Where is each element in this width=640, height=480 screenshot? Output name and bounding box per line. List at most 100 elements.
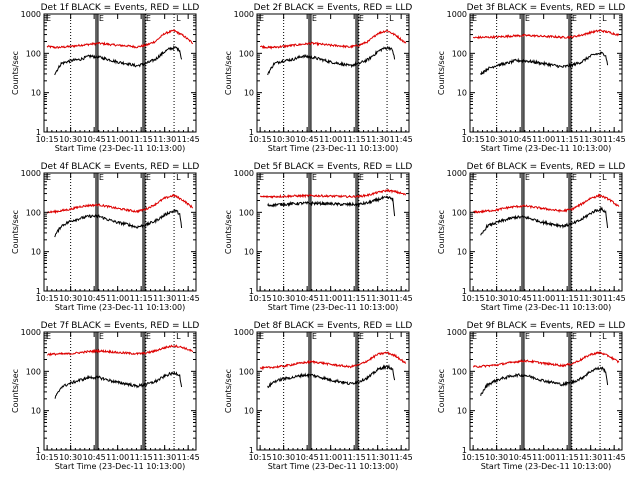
- x-tick-label: 10:30: [485, 453, 508, 462]
- marker-e: E: [359, 14, 364, 23]
- y-axis-label: Counts/sec: [224, 210, 233, 254]
- x-tick-label: 11:45: [603, 453, 626, 462]
- x-tick-label: 11:00: [106, 294, 129, 303]
- plot-frame: [43, 13, 197, 133]
- y-tick-label: 100: [239, 49, 254, 58]
- x-tick-label: 10:30: [59, 135, 82, 144]
- series-lld-line: [259, 188, 406, 199]
- x-tick-label: 10:15: [249, 453, 272, 462]
- x-tick-label: 10:45: [83, 453, 106, 462]
- x-tick-label: 10:45: [509, 135, 532, 144]
- marker-e: E: [146, 332, 151, 341]
- y-tick-label: 100: [26, 367, 41, 376]
- panel-title: Det 9f BLACK = Events, RED = LLD: [467, 321, 626, 331]
- panel-title: Det 2f BLACK = Events, RED = LLD: [254, 3, 413, 13]
- y-tick-label: 1: [462, 128, 467, 137]
- x-tick-label: 11:45: [603, 135, 626, 144]
- x-tick-label: 11:15: [343, 294, 366, 303]
- marker-l: L: [176, 173, 181, 182]
- series-events-line: [54, 45, 183, 76]
- x-tick-label: 11:45: [177, 294, 200, 303]
- x-tick-label: 10:30: [272, 135, 295, 144]
- x-tick-label: 11:00: [319, 294, 342, 303]
- panel-title: Det 8f BLACK = Events, RED = LLD: [254, 321, 413, 331]
- marker-e: E: [572, 173, 577, 182]
- y-tick-label: 1000: [21, 328, 41, 337]
- x-tick-label: 10:15: [249, 135, 272, 144]
- y-tick-label: 100: [239, 208, 254, 217]
- y-tick-label: 10: [244, 248, 254, 257]
- x-tick-label: 10:45: [296, 294, 319, 303]
- marker-l: L: [389, 332, 394, 341]
- y-tick-label: 10: [457, 89, 467, 98]
- y-axis-label: Counts/sec: [224, 51, 233, 95]
- y-tick-label: 100: [26, 208, 41, 217]
- x-tick-label: 11:30: [579, 135, 602, 144]
- panel-title: Det 5f BLACK = Events, RED = LLD: [254, 162, 413, 172]
- y-tick-label: 1000: [21, 169, 41, 178]
- y-axis-label: Counts/sec: [224, 369, 233, 413]
- x-tick-label: 11:30: [153, 453, 176, 462]
- marker-e: E: [359, 332, 364, 341]
- x-tick-label: 11:15: [343, 135, 366, 144]
- marker-e: E: [572, 332, 577, 341]
- x-tick-label: 10:30: [59, 453, 82, 462]
- x-tick-label: 10:15: [249, 294, 272, 303]
- y-tick-label: 100: [26, 49, 41, 58]
- y-tick-label: 100: [239, 367, 254, 376]
- x-tick-label: 11:00: [532, 453, 555, 462]
- x-tick-label: 10:15: [36, 294, 59, 303]
- y-tick-label: 10: [244, 407, 254, 416]
- x-tick-label: 11:30: [153, 135, 176, 144]
- y-tick-label: 1: [36, 128, 41, 137]
- x-tick-label: 11:45: [390, 453, 413, 462]
- plot-frame: [256, 172, 410, 292]
- x-tick-label: 11:30: [579, 453, 602, 462]
- series-lld-line: [472, 351, 620, 368]
- x-tick-label: 11:45: [390, 294, 413, 303]
- marker-e: E: [472, 14, 477, 23]
- series-events-line: [480, 51, 609, 75]
- marker-e: E: [146, 14, 151, 23]
- x-tick-label: 11:00: [532, 135, 555, 144]
- marker-e: E: [359, 173, 364, 182]
- marker-e: E: [525, 332, 530, 341]
- y-axis-label: Counts/sec: [11, 210, 20, 254]
- y-axis-label: Counts/sec: [437, 51, 446, 95]
- marker-e: E: [472, 173, 477, 182]
- x-tick-label: 11:00: [106, 135, 129, 144]
- y-axis-label: Counts/sec: [437, 210, 446, 254]
- x-tick-label: 10:45: [83, 294, 106, 303]
- panel-title: Det 6f BLACK = Events, RED = LLD: [467, 162, 626, 172]
- x-tick-label: 11:00: [319, 135, 342, 144]
- y-tick-label: 1000: [234, 169, 254, 178]
- x-tick-label: 10:30: [272, 453, 295, 462]
- series-lld-line: [259, 351, 406, 371]
- x-tick-label: 11:45: [177, 453, 200, 462]
- marker-e: E: [99, 173, 104, 182]
- marker-e: E: [525, 14, 530, 23]
- marker-l: L: [389, 14, 394, 23]
- y-tick-label: 1: [36, 287, 41, 296]
- y-tick-label: 1: [462, 287, 467, 296]
- y-tick-label: 10: [31, 248, 41, 257]
- x-tick-label: 11:15: [556, 135, 579, 144]
- marker-e: E: [259, 332, 264, 341]
- y-tick-label: 100: [452, 367, 467, 376]
- y-tick-label: 10: [31, 407, 41, 416]
- marker-e: E: [312, 332, 317, 341]
- x-tick-label: 11:15: [556, 453, 579, 462]
- x-tick-label: 11:00: [532, 294, 555, 303]
- panel-title: Det 7f BLACK = Events, RED = LLD: [41, 321, 200, 331]
- marker-e: E: [46, 332, 51, 341]
- series-events-line: [480, 366, 609, 396]
- marker-e: E: [525, 173, 530, 182]
- x-tick-label: 11:00: [319, 453, 342, 462]
- marker-e: E: [46, 14, 51, 23]
- y-tick-label: 100: [452, 208, 467, 217]
- x-tick-label: 10:15: [462, 453, 485, 462]
- x-tick-label: 10:15: [462, 294, 485, 303]
- y-tick-label: 1: [249, 128, 254, 137]
